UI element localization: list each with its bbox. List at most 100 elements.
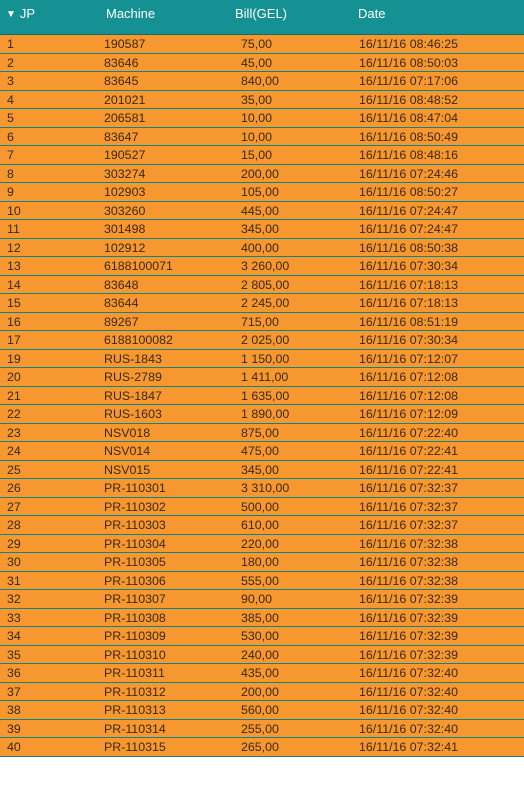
table-row[interactable]: 32 PR-110307 90,00 16/11/16 07:32:39: [0, 590, 524, 609]
cell-machine: PR-110307: [104, 592, 166, 606]
cell-machine: 301498: [104, 222, 146, 236]
cell-date: 16/11/16 07:32:39: [359, 610, 458, 625]
column-header-bill[interactable]: Bill(GEL): [235, 6, 288, 21]
cell-jp: 31: [7, 573, 21, 588]
cell-machine: NSV018: [104, 425, 151, 440]
table-row[interactable]: 9 102903 105,00 16/11/16 08:50:27: [0, 183, 524, 202]
column-header-machine[interactable]: Machine: [106, 6, 156, 21]
column-header-date[interactable]: Date: [358, 6, 386, 21]
cell-date: 16/11/16 08:48:16: [359, 148, 458, 162]
cell-jp: 29: [7, 536, 21, 551]
cell-date: 16/11/16 07:32:39: [359, 647, 458, 662]
cell-bill: 555,00: [241, 573, 279, 588]
cell-jp: 13: [7, 259, 21, 273]
cell-jp: 24: [7, 444, 21, 458]
cell-bill: 435,00: [241, 666, 279, 680]
cell-bill: 530,00: [241, 629, 279, 643]
table-row[interactable]: 23 NSV018 875,00 16/11/16 07:22:40: [0, 423, 524, 442]
table-row[interactable]: 25 NSV015 345,00 16/11/16 07:22:41: [0, 460, 524, 479]
table-row[interactable]: 6 83647 10,00 16/11/16 08:50:49: [0, 127, 524, 146]
table-row[interactable]: 11 301498 345,00 16/11/16 07:24:47: [0, 220, 524, 239]
cell-jp: 11: [7, 222, 20, 236]
cell-jp: 35: [7, 647, 21, 662]
cell-bill: 15,00: [241, 148, 273, 162]
table-body: 1 190587 75,00 16/11/16 08:46:25 2 83646 45,00…: [0, 35, 524, 757]
table-row[interactable]: 19 RUS-1843 1 150,00 16/11/16 07:12:07: [0, 349, 524, 368]
cell-jp: 7: [7, 148, 14, 162]
column-header-jp[interactable]: ▼ JP: [6, 6, 35, 21]
table-row[interactable]: 17 6188100082 2 025,00 16/11/16 07:30:34: [0, 331, 524, 350]
cell-bill: 1 635,00: [241, 388, 290, 403]
cell-date: 16/11/16 07:24:46: [359, 166, 458, 181]
cell-jp: 34: [7, 629, 21, 643]
cell-machine: 102903: [104, 185, 146, 199]
table-header: ▼ JP Machine Bill(GEL) Date: [0, 0, 524, 35]
table-row[interactable]: 30 PR-110305 180,00 16/11/16 07:32:38: [0, 553, 524, 572]
cell-bill: 1 150,00: [241, 351, 290, 366]
table-row[interactable]: 4 201021 35,00 16/11/16 08:48:52: [0, 90, 524, 109]
cell-machine: PR-110301: [104, 481, 166, 495]
table-row[interactable]: 20 RUS-2789 1 411,00 16/11/16 07:12:08: [0, 368, 524, 387]
cell-machine: 190587: [104, 37, 146, 51]
cell-date: 16/11/16 07:32:37: [359, 499, 458, 514]
cell-jp: 3: [7, 74, 14, 88]
table-row[interactable]: 7 190527 15,00 16/11/16 08:48:16: [0, 146, 524, 165]
cell-bill: 2 025,00: [241, 333, 290, 347]
cell-bill: 400,00: [241, 240, 279, 255]
cell-bill: 10,00: [241, 129, 273, 144]
table-row[interactable]: 37 PR-110312 200,00 16/11/16 07:32:40: [0, 682, 524, 701]
table-row[interactable]: 5 206581 10,00 16/11/16 08:47:04: [0, 109, 524, 128]
cell-jp: 19: [7, 351, 21, 366]
table-row[interactable]: 27 PR-110302 500,00 16/11/16 07:32:37: [0, 497, 524, 516]
table-row[interactable]: 1 190587 75,00 16/11/16 08:46:25: [0, 35, 524, 54]
cell-date: 16/11/16 08:50:38: [359, 240, 458, 255]
cell-machine: PR-110306: [104, 573, 166, 588]
table-row[interactable]: 22 RUS-1603 1 890,00 16/11/16 07:12:09: [0, 405, 524, 424]
table-row[interactable]: 2 83646 45,00 16/11/16 08:50:03: [0, 53, 524, 72]
cell-date: 16/11/16 07:22:40: [359, 425, 458, 440]
cell-machine: 206581: [104, 111, 146, 125]
table-row[interactable]: 33 PR-110308 385,00 16/11/16 07:32:39: [0, 608, 524, 627]
cell-jp: 40: [7, 740, 21, 754]
cell-bill: 75,00: [241, 37, 273, 51]
cell-date: 16/11/16 07:22:41: [359, 462, 458, 477]
cell-date: 16/11/16 07:18:13: [359, 277, 458, 292]
table-row[interactable]: 29 PR-110304 220,00 16/11/16 07:32:38: [0, 534, 524, 553]
table-row[interactable]: 36 PR-110311 435,00 16/11/16 07:32:40: [0, 664, 524, 683]
cell-jp: 8: [7, 166, 14, 181]
table-row[interactable]: 26 PR-110301 3 310,00 16/11/16 07:32:37: [0, 479, 524, 498]
table-row[interactable]: 15 83644 2 245,00 16/11/16 07:18:13: [0, 294, 524, 313]
cell-jp: 15: [7, 296, 21, 310]
cell-machine: 190527: [104, 148, 146, 162]
table-row[interactable]: 34 PR-110309 530,00 16/11/16 07:32:39: [0, 627, 524, 646]
table-row[interactable]: 13 6188100071 3 260,00 16/11/16 07:30:34: [0, 257, 524, 276]
cell-date: 16/11/16 07:32:38: [359, 536, 458, 551]
cell-bill: 2 245,00: [241, 296, 290, 310]
cell-jp: 30: [7, 555, 21, 569]
table-row[interactable]: 39 PR-110314 255,00 16/11/16 07:32:40: [0, 719, 524, 738]
table-row[interactable]: 24 NSV014 475,00 16/11/16 07:22:41: [0, 442, 524, 461]
table-row[interactable]: 28 PR-110303 610,00 16/11/16 07:32:37: [0, 516, 524, 535]
cell-jp: 14: [7, 277, 21, 292]
table-row[interactable]: 16 89267 715,00 16/11/16 08:51:19: [0, 312, 524, 331]
cell-machine: 83644: [104, 296, 139, 310]
table-row[interactable]: 12 102912 400,00 16/11/16 08:50:38: [0, 238, 524, 257]
table-row[interactable]: 14 83648 2 805,00 16/11/16 07:18:13: [0, 275, 524, 294]
cell-jp: 17: [7, 333, 21, 347]
table-row[interactable]: 10 303260 445,00 16/11/16 07:24:47: [0, 201, 524, 220]
table-row[interactable]: 3 83645 840,00 16/11/16 07:17:06: [0, 72, 524, 91]
table-row[interactable]: 8 303274 200,00 16/11/16 07:24:46: [0, 164, 524, 183]
cell-machine: 83645: [104, 74, 139, 88]
cell-date: 16/11/16 08:50:03: [359, 55, 458, 70]
table-row[interactable]: 35 PR-110310 240,00 16/11/16 07:32:39: [0, 645, 524, 664]
cell-date: 16/11/16 08:48:52: [359, 92, 458, 107]
table-row[interactable]: 21 RUS-1847 1 635,00 16/11/16 07:12:08: [0, 386, 524, 405]
table-row[interactable]: 31 PR-110306 555,00 16/11/16 07:32:38: [0, 571, 524, 590]
cell-machine: PR-110302: [104, 499, 166, 514]
cell-date: 16/11/16 07:22:41: [359, 444, 458, 458]
table-row[interactable]: 38 PR-110313 560,00 16/11/16 07:32:40: [0, 701, 524, 720]
cell-machine: NSV014: [104, 444, 151, 458]
table-row[interactable]: 40 PR-110315 265,00 16/11/16 07:32:41: [0, 738, 524, 757]
cell-date: 16/11/16 07:30:34: [359, 259, 458, 273]
